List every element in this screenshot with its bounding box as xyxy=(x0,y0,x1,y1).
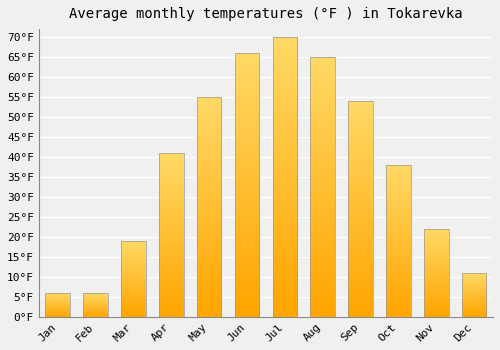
Bar xyxy=(310,57,335,317)
Bar xyxy=(272,37,297,317)
Bar xyxy=(46,293,70,317)
Bar xyxy=(197,97,222,317)
Bar xyxy=(121,241,146,317)
Title: Average monthly temperatures (°F ) in Tokarevka: Average monthly temperatures (°F ) in To… xyxy=(69,7,462,21)
Bar xyxy=(84,293,108,317)
Bar xyxy=(159,153,184,317)
Bar xyxy=(348,101,373,317)
Bar xyxy=(424,229,448,317)
Bar xyxy=(386,165,410,317)
Bar xyxy=(234,53,260,317)
Bar xyxy=(462,273,486,317)
